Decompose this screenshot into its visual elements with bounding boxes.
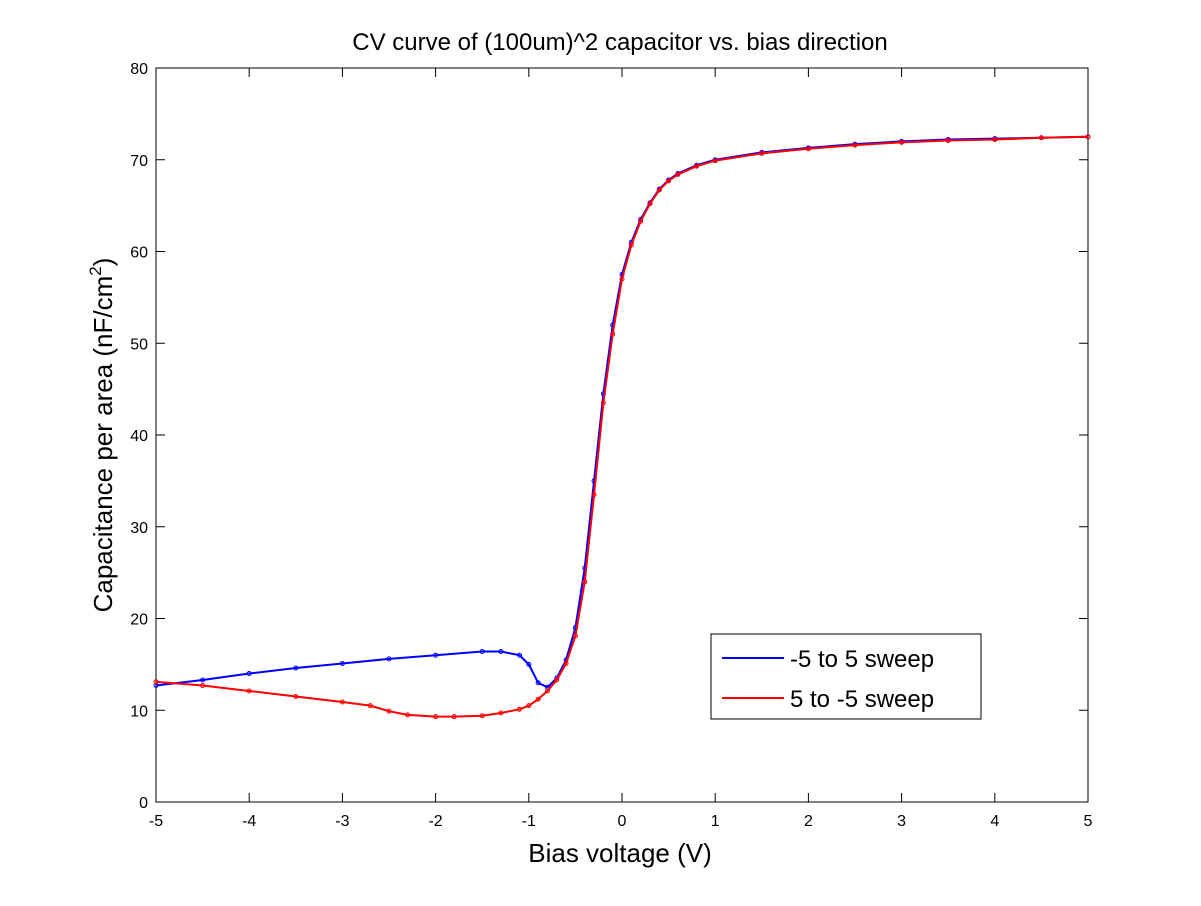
x-tick-label: 0 bbox=[618, 813, 627, 830]
x-tick-label: -1 bbox=[522, 813, 536, 830]
y-tick-label: 0 bbox=[139, 795, 148, 812]
legend-box bbox=[710, 633, 982, 720]
data-point bbox=[200, 682, 206, 688]
data-point bbox=[805, 146, 811, 152]
data-point bbox=[852, 142, 858, 148]
data-point bbox=[992, 137, 998, 143]
data-point bbox=[339, 699, 345, 705]
data-point bbox=[293, 665, 299, 671]
data-point bbox=[405, 712, 411, 718]
chart-title: CV curve of (100um)^2 capacitor vs. bias… bbox=[352, 29, 888, 56]
legend-label-series-2: 5 to -5 sweep bbox=[790, 686, 934, 713]
data-point bbox=[712, 158, 718, 164]
y-tick-label: 80 bbox=[130, 61, 148, 78]
data-point bbox=[367, 703, 373, 709]
data-point bbox=[246, 688, 252, 694]
y-axis-title-superscript: 2 bbox=[86, 266, 105, 275]
data-point bbox=[675, 171, 681, 177]
x-tick-label: 5 bbox=[1084, 813, 1093, 830]
y-tick-label: 50 bbox=[130, 336, 148, 353]
data-point bbox=[582, 579, 588, 585]
data-point bbox=[656, 187, 662, 193]
y-axis-title: Capacitance per area (nF/cm2) bbox=[86, 258, 118, 613]
data-point bbox=[600, 400, 606, 406]
series-2 bbox=[153, 134, 1091, 720]
data-point bbox=[153, 679, 159, 685]
axis-ticks bbox=[155, 67, 1089, 803]
data-point bbox=[386, 656, 392, 662]
data-point bbox=[339, 660, 345, 666]
y-tick-label: 70 bbox=[130, 153, 148, 170]
data-point bbox=[200, 677, 206, 683]
data-point bbox=[563, 660, 569, 666]
data-point bbox=[899, 139, 905, 145]
data-point bbox=[516, 652, 522, 658]
series-line bbox=[155, 135, 1089, 718]
data-point bbox=[619, 276, 625, 282]
y-tick-label: 10 bbox=[130, 703, 148, 720]
data-point bbox=[638, 218, 644, 224]
series-layer bbox=[153, 134, 1091, 720]
data-point bbox=[386, 708, 392, 714]
data-point bbox=[572, 633, 578, 639]
data-point bbox=[666, 178, 672, 184]
x-tick-label: -2 bbox=[428, 813, 442, 830]
x-tick-label: -5 bbox=[149, 813, 163, 830]
data-point bbox=[451, 714, 457, 720]
y-tick-label: 30 bbox=[130, 520, 148, 537]
y-tick-label: 60 bbox=[130, 245, 148, 262]
x-tick-label: 2 bbox=[804, 813, 813, 830]
data-point bbox=[554, 677, 560, 683]
data-point bbox=[535, 696, 541, 702]
y-tick-label: 40 bbox=[130, 428, 148, 445]
data-point bbox=[479, 713, 485, 719]
y-axis-title-suffix: ) bbox=[88, 258, 118, 267]
data-point bbox=[544, 688, 550, 694]
data-point bbox=[526, 703, 532, 709]
y-tick-labels: 0 10 20 30 40 50 60 70 80 bbox=[130, 61, 148, 812]
data-point bbox=[628, 242, 634, 248]
x-axis-title: Bias voltage (V) bbox=[528, 838, 712, 868]
data-point bbox=[433, 714, 439, 720]
x-tick-label: 1 bbox=[711, 813, 720, 830]
data-point bbox=[647, 201, 653, 207]
data-point bbox=[293, 693, 299, 699]
legend: -5 to 5 sweep 5 to -5 sweep bbox=[710, 633, 982, 720]
data-point bbox=[498, 649, 504, 655]
data-point bbox=[516, 706, 522, 712]
data-point bbox=[610, 331, 616, 337]
legend-label-series-1: -5 to 5 sweep bbox=[790, 646, 934, 673]
data-point bbox=[246, 671, 252, 677]
x-tick-labels: -5 -4 -3 -2 -1 0 1 2 3 4 5 bbox=[149, 813, 1093, 830]
data-point bbox=[1038, 135, 1044, 141]
data-point bbox=[433, 652, 439, 658]
data-point bbox=[945, 137, 951, 143]
data-point bbox=[694, 163, 700, 169]
data-point bbox=[759, 150, 765, 156]
data-point bbox=[526, 661, 532, 667]
x-tick-label: 3 bbox=[897, 813, 906, 830]
data-point bbox=[1085, 134, 1091, 140]
y-tick-label: 20 bbox=[130, 612, 148, 629]
data-point bbox=[479, 649, 485, 655]
y-axis-title-main: Capacitance per area (nF/cm bbox=[88, 276, 118, 613]
data-point bbox=[591, 492, 597, 498]
x-tick-label: -3 bbox=[335, 813, 349, 830]
x-tick-label: 4 bbox=[990, 813, 999, 830]
x-tick-label: -4 bbox=[242, 813, 256, 830]
data-point bbox=[498, 710, 504, 716]
data-point bbox=[535, 680, 541, 686]
